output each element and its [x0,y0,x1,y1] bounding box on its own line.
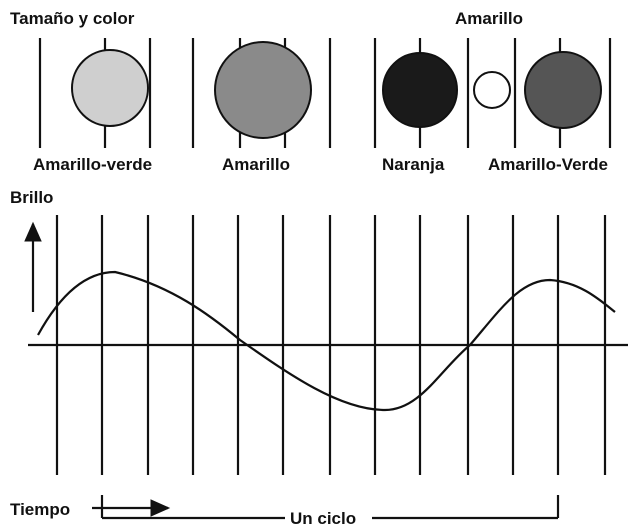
title: Tamaño y color [10,9,135,28]
cycle-bracket [92,495,560,520]
star [214,41,312,139]
x-label: Tiempo [10,500,70,519]
y-label: Brillo [10,188,53,207]
cycle-label: Un ciclo [290,509,356,528]
star [71,49,149,127]
star [473,71,511,109]
star-label: Naranja [382,155,445,174]
star-label: Amarillo [222,155,290,174]
star [382,52,458,128]
star-label: Amarillo-Verde [488,155,608,174]
star [524,51,602,129]
star-panels [38,38,612,148]
star-label: Amarillo-verde [33,155,152,174]
graph [24,215,628,475]
top-label: Amarillo [455,9,523,28]
